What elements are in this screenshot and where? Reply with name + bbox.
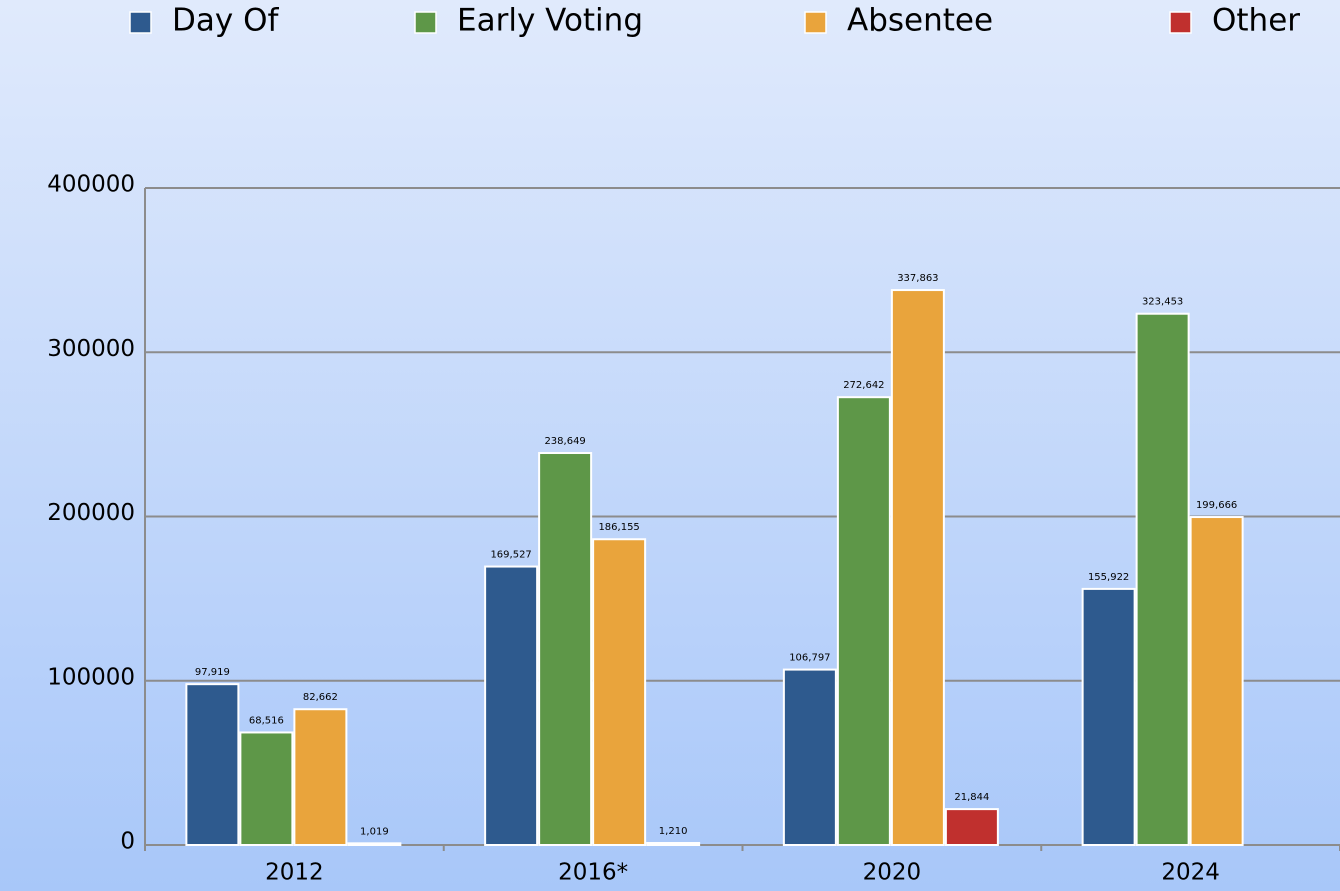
value-label: 169,527 bbox=[490, 550, 531, 561]
bar bbox=[1135, 312, 1190, 846]
bar bbox=[782, 668, 837, 847]
legend-label: Day Of bbox=[172, 3, 279, 39]
x-tick-label: 2016* bbox=[558, 860, 628, 886]
value-label: 238,649 bbox=[544, 436, 585, 447]
legend-swatch bbox=[1169, 11, 1192, 34]
bar bbox=[484, 565, 539, 846]
y-tick-label: 400000 bbox=[47, 172, 135, 198]
value-label: 1,019 bbox=[360, 826, 389, 837]
bar bbox=[944, 808, 999, 846]
x-tick-label: 2020 bbox=[863, 860, 922, 886]
bar bbox=[1189, 516, 1244, 846]
bar bbox=[538, 452, 593, 846]
value-label: 272,642 bbox=[843, 380, 884, 391]
y-tick-label: 200000 bbox=[47, 500, 135, 526]
legend-label: Other bbox=[1212, 3, 1300, 39]
bar bbox=[293, 708, 348, 846]
legend-swatch bbox=[129, 11, 152, 34]
y-tick-label: 0 bbox=[120, 829, 135, 855]
legend-swatch bbox=[414, 11, 437, 34]
value-label: 1,210 bbox=[659, 826, 688, 837]
value-label: 186,155 bbox=[598, 522, 639, 533]
x-tick-label: 2012 bbox=[265, 860, 324, 886]
value-label: 82,662 bbox=[303, 692, 338, 703]
y-tick-label: 300000 bbox=[47, 336, 135, 362]
value-label: 97,919 bbox=[195, 667, 230, 678]
bar bbox=[185, 683, 240, 846]
value-label: 106,797 bbox=[789, 653, 830, 664]
value-label: 21,844 bbox=[954, 792, 989, 803]
bar bbox=[1081, 587, 1136, 847]
x-tick-label: 2024 bbox=[1161, 860, 1220, 886]
value-label: 68,516 bbox=[249, 715, 284, 726]
value-label: 337,863 bbox=[897, 273, 938, 284]
bar bbox=[347, 842, 402, 847]
bar bbox=[239, 731, 294, 846]
value-label: 155,922 bbox=[1088, 572, 1129, 583]
legend-label: Absentee bbox=[847, 3, 993, 39]
bar bbox=[836, 396, 891, 846]
legend-label: Early Voting bbox=[457, 3, 643, 39]
value-label: 199,666 bbox=[1196, 500, 1237, 511]
legend-swatch bbox=[804, 11, 827, 34]
y-tick-label: 100000 bbox=[47, 664, 135, 690]
bar bbox=[646, 842, 701, 846]
value-label: 323,453 bbox=[1142, 297, 1183, 308]
bar bbox=[890, 289, 945, 847]
bar bbox=[592, 538, 647, 846]
